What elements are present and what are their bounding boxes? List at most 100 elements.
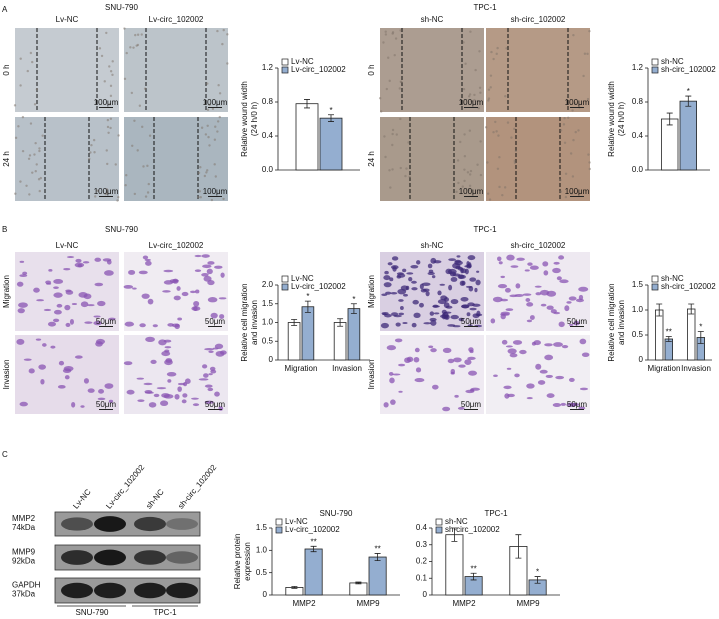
cell xyxy=(167,379,172,383)
scale-bar-line xyxy=(570,107,584,108)
cell xyxy=(27,157,31,160)
cell xyxy=(86,304,95,307)
cell xyxy=(220,272,225,278)
cell xyxy=(535,292,542,296)
cell xyxy=(147,182,150,186)
label: 0.2 xyxy=(416,557,428,566)
label: 100μm xyxy=(203,98,228,107)
cell xyxy=(388,371,394,376)
label: MMP9 xyxy=(516,599,540,608)
cell xyxy=(581,352,590,358)
cell xyxy=(131,144,134,147)
cell xyxy=(195,289,200,294)
cell xyxy=(34,141,37,145)
cell xyxy=(460,296,469,302)
cell xyxy=(201,272,209,277)
label: Lv-NC xyxy=(291,274,314,283)
cell xyxy=(23,358,32,361)
cell xyxy=(105,188,109,191)
label: 50μm xyxy=(567,317,588,326)
cell xyxy=(191,306,201,311)
cell xyxy=(138,270,148,275)
cell xyxy=(126,389,135,395)
label: 100μm xyxy=(459,187,484,196)
micrograph xyxy=(15,117,119,201)
legend-swatch xyxy=(275,518,283,526)
cell xyxy=(398,299,404,302)
label: TPC-1 xyxy=(484,509,508,518)
cell xyxy=(92,138,96,142)
cell xyxy=(454,394,459,398)
cell xyxy=(204,400,214,404)
cell xyxy=(148,402,157,408)
micrograph xyxy=(380,117,484,201)
bar xyxy=(295,103,319,171)
label: 0 xyxy=(269,355,274,364)
label: 100μm xyxy=(94,98,119,107)
cell xyxy=(484,126,488,129)
cell xyxy=(545,374,553,378)
error-bar xyxy=(697,331,704,344)
cell xyxy=(500,275,505,279)
cell xyxy=(216,130,219,133)
cell xyxy=(413,357,420,363)
scale-bar-line xyxy=(99,326,113,327)
error-bar xyxy=(656,303,663,317)
cell xyxy=(28,193,31,196)
cell xyxy=(138,104,142,107)
cell xyxy=(142,255,149,260)
cell xyxy=(468,184,472,188)
micrograph xyxy=(486,28,590,112)
label: MMP2 xyxy=(292,599,316,608)
label: 50μm xyxy=(96,317,117,326)
cell xyxy=(384,33,388,36)
band xyxy=(134,516,166,532)
cell xyxy=(461,185,464,188)
cell xyxy=(94,282,104,287)
cell xyxy=(214,125,217,128)
cell xyxy=(53,292,63,298)
cell xyxy=(36,299,45,302)
cell xyxy=(184,378,191,384)
cell xyxy=(445,268,452,275)
label: sh-circ_102002 xyxy=(445,525,500,534)
bar xyxy=(319,117,343,171)
cell xyxy=(469,30,472,33)
cell xyxy=(125,51,128,55)
cell xyxy=(206,108,210,112)
cell xyxy=(427,263,433,269)
cell xyxy=(214,175,217,178)
label: Lv-circ_102002 xyxy=(291,65,346,74)
cell xyxy=(579,387,589,391)
cell xyxy=(467,356,476,360)
cell xyxy=(38,364,47,370)
scale-bar-line xyxy=(464,196,478,197)
label: ** xyxy=(310,537,316,546)
cell xyxy=(53,286,59,289)
cell xyxy=(506,367,512,370)
error-bar xyxy=(304,99,310,109)
cell xyxy=(107,131,110,135)
cell xyxy=(473,93,476,97)
cell xyxy=(478,50,481,53)
scale-bar-line xyxy=(464,107,478,108)
cell xyxy=(208,373,213,376)
micrograph xyxy=(15,28,119,112)
label: GAPDH xyxy=(12,581,41,590)
cell xyxy=(559,279,569,284)
label: Lv-circ_102002 xyxy=(149,241,204,250)
cell xyxy=(574,130,577,134)
cell xyxy=(28,154,32,157)
cell xyxy=(458,317,464,322)
label: 1.5 xyxy=(256,523,268,532)
cell xyxy=(544,354,554,361)
cell xyxy=(450,368,456,375)
label: Lv-NC xyxy=(56,241,79,250)
cell xyxy=(206,124,209,127)
cell xyxy=(529,265,539,270)
label: 0.1 xyxy=(416,573,428,582)
cell xyxy=(104,192,107,196)
micrograph xyxy=(124,252,228,331)
cell xyxy=(164,349,170,353)
cell xyxy=(486,192,490,195)
